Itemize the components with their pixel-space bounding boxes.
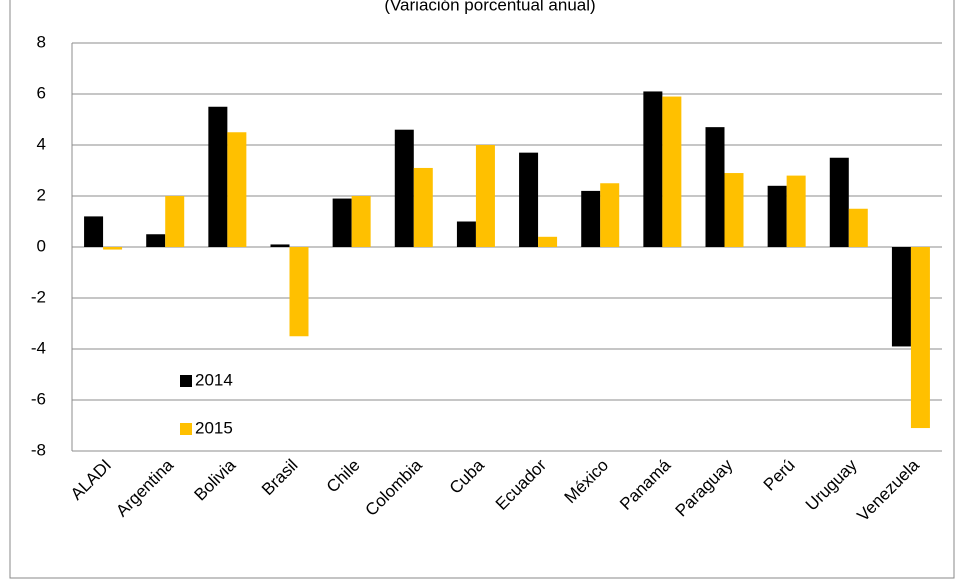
y-tick-label: 2 <box>37 185 46 204</box>
bar <box>829 157 849 247</box>
bar <box>600 183 620 247</box>
bar <box>786 175 806 247</box>
x-tick-label: Bolivia <box>190 455 239 504</box>
bar <box>351 196 371 247</box>
bar <box>891 247 911 347</box>
bar <box>724 173 744 247</box>
bar <box>208 106 228 247</box>
bar <box>848 208 868 247</box>
x-tick-label: México <box>561 456 613 508</box>
bar <box>165 196 185 247</box>
bar <box>394 129 414 247</box>
y-tick-label: 4 <box>37 134 46 153</box>
legend-swatch <box>180 375 192 387</box>
chart-subtitle: (Variación porcentual anual) <box>384 0 595 14</box>
bar <box>332 198 352 247</box>
y-tick-label: -6 <box>31 389 46 408</box>
x-tick-label: Panamá <box>616 455 675 514</box>
bar <box>581 190 601 247</box>
x-tick-label: Ecuador <box>492 455 550 513</box>
bar <box>910 247 930 429</box>
bar <box>270 244 290 247</box>
y-tick-label: -8 <box>31 440 46 459</box>
chart-border <box>9 0 955 579</box>
y-tick-label: 0 <box>37 236 46 255</box>
bar <box>475 145 495 247</box>
bar <box>705 127 725 247</box>
x-tick-label: Brasil <box>258 456 301 499</box>
bar <box>146 234 166 247</box>
bar <box>227 132 247 247</box>
y-tick-label: 6 <box>37 83 46 102</box>
x-tick-label: Cuba <box>446 455 489 498</box>
bar <box>84 216 104 247</box>
bar <box>767 185 787 247</box>
x-tick-label: Chile <box>323 456 364 497</box>
x-tick-label: Venezuela <box>853 455 923 525</box>
bar <box>643 91 663 247</box>
legend-label: 2015 <box>195 418 233 437</box>
x-tick-label: Colombia <box>362 455 427 520</box>
legend-label: 2014 <box>195 370 233 389</box>
y-tick-label: -2 <box>31 287 46 306</box>
x-tick-label: Argentina <box>112 455 177 520</box>
y-tick-label: -4 <box>31 338 46 357</box>
x-tick-label: ALADI <box>67 456 115 504</box>
bar <box>289 247 309 337</box>
bar <box>662 96 682 247</box>
x-tick-label: Paraguay <box>672 455 737 520</box>
bar <box>519 152 539 247</box>
x-tick-label: Uruguay <box>802 455 861 514</box>
x-tick-label: Perú <box>760 456 799 495</box>
bar <box>538 236 558 247</box>
bar <box>103 247 123 250</box>
bar <box>413 167 433 247</box>
legend-swatch <box>180 423 192 435</box>
y-tick-label: 8 <box>37 32 46 51</box>
bar <box>456 221 476 247</box>
